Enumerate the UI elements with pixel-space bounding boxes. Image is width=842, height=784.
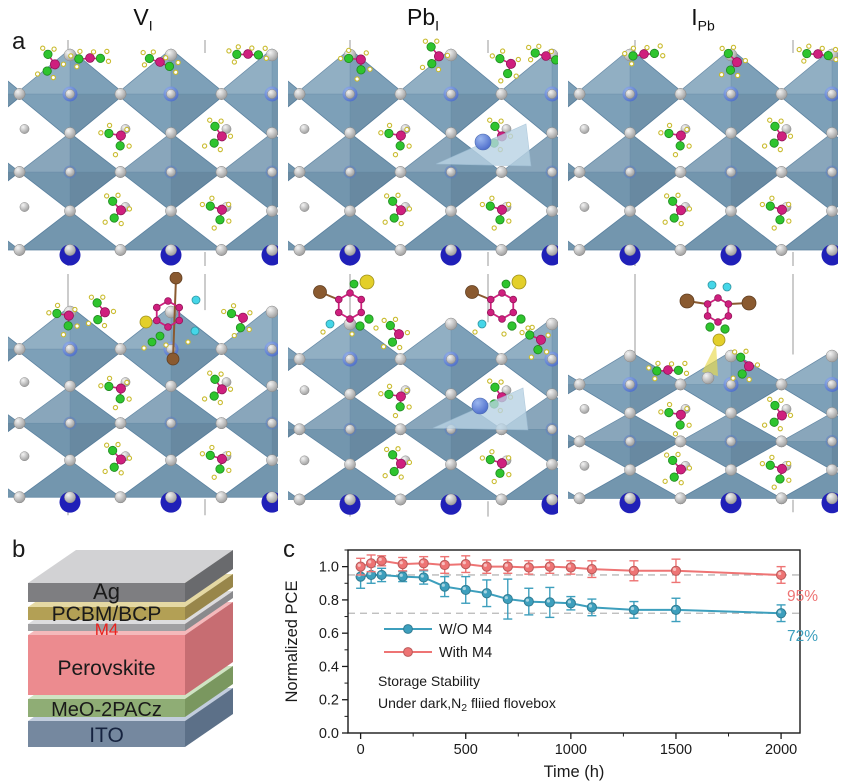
structure-pb-i-with-m4 — [288, 272, 558, 525]
stack-layer-label: Perovskite — [57, 657, 155, 680]
structure-v-i-pristine — [8, 38, 278, 270]
structure-i-pb-pristine — [568, 38, 838, 270]
note-line1: Storage Stability — [378, 673, 480, 689]
legend-label: W/O M4 — [439, 622, 492, 638]
structure-pb-i-pristine — [288, 38, 558, 270]
stack-layer-label: PCBM/BCP — [52, 603, 162, 626]
vi-main: V — [133, 4, 149, 30]
svg-text:1500: 1500 — [660, 742, 692, 758]
ipb-main: I — [691, 4, 698, 30]
stability-chart: 0 500 1000 1500 2000 0.0 0.2 0.4 0.6 0.8 1.0 Time (… — [282, 534, 842, 784]
panel-a-label: a — [12, 28, 26, 55]
svg-text:500: 500 — [454, 742, 478, 758]
svg-text:0.4: 0.4 — [319, 659, 339, 675]
svg-text:1.0: 1.0 — [319, 560, 339, 576]
crystal-structure-svg — [8, 40, 278, 266]
retention-72-label: 72% — [787, 628, 818, 645]
column-header-ipb: IPb — [568, 4, 838, 34]
pbi-sub: I — [435, 17, 440, 34]
x-axis-label: Time (h) — [544, 763, 605, 781]
stack-layer — [28, 550, 233, 602]
stack-layer-label: MeO-2PACz — [51, 699, 162, 721]
note-line2: Under dark,N2 fliied flovebox — [378, 695, 556, 714]
svg-text:0.2: 0.2 — [319, 693, 339, 709]
panel-b-label: b — [12, 536, 26, 563]
crystal-structure-svg — [288, 274, 558, 517]
stack-layer-label: M4 — [95, 620, 119, 639]
panel-c-label: c — [283, 536, 295, 563]
device-stack-diagram: Ag PCBM/BCP M4 Perovskite MeO-2PACz ITO — [0, 535, 290, 784]
crystal-structure-svg — [288, 38, 558, 266]
vi-sub: I — [148, 17, 153, 34]
svg-text:0.0: 0.0 — [319, 726, 339, 742]
crystal-structure-svg — [568, 274, 838, 514]
legend-label: With M4 — [439, 645, 492, 661]
structure-i-pb-with-m4 — [568, 272, 838, 525]
retention-95-label: 95% — [787, 588, 818, 605]
svg-text:0: 0 — [357, 742, 365, 758]
stack-layer-label: Ag — [93, 579, 120, 604]
svg-text:0.6: 0.6 — [319, 626, 339, 642]
svg-text:2000: 2000 — [765, 742, 797, 758]
crystal-structure-svg — [568, 40, 838, 266]
stability-chart-svg: 0 500 1000 1500 2000 0.0 0.2 0.4 0.6 0.8 1.0 Time (… — [283, 549, 818, 781]
structure-v-i-with-m4 — [8, 272, 278, 525]
ipb-sub: Pb — [697, 17, 715, 34]
stack-layer-label: ITO — [89, 724, 124, 747]
crystal-structure-svg — [8, 272, 278, 516]
svg-text:1000: 1000 — [555, 742, 587, 758]
pbi-main: Pb — [406, 4, 436, 30]
svg-text:0.8: 0.8 — [319, 593, 339, 609]
y-axis-label: Normalized PCE — [283, 581, 301, 703]
column-header-vi: VI — [8, 4, 278, 34]
column-header-pbi: PbI — [288, 4, 558, 34]
